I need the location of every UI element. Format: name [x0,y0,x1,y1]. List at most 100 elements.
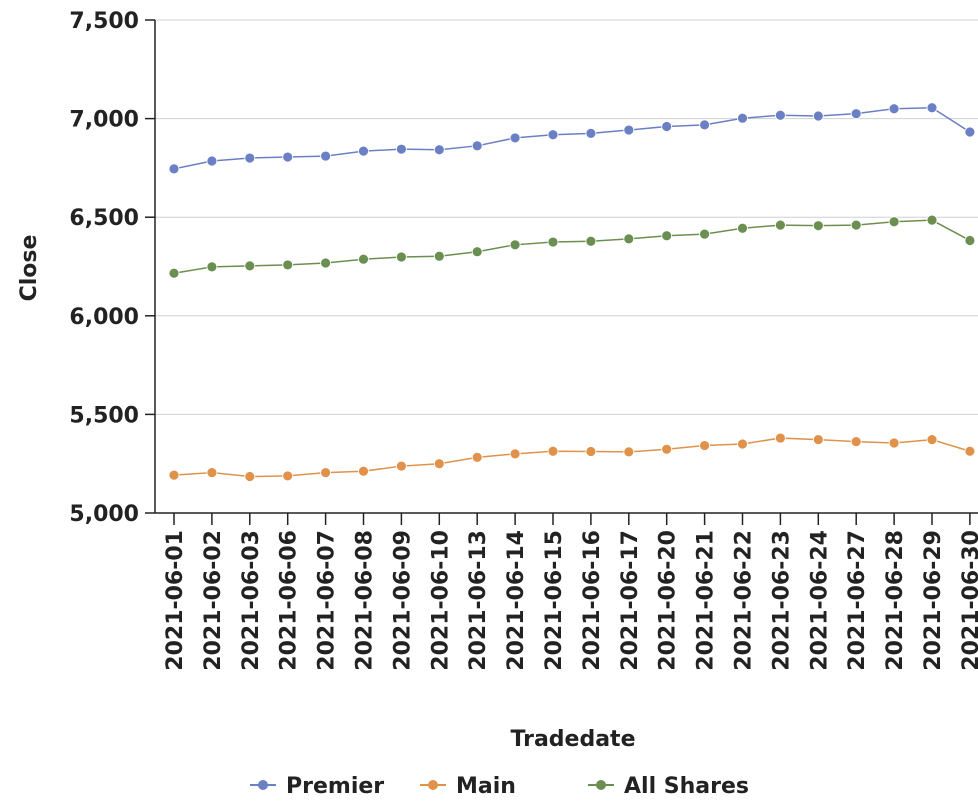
data-point[interactable] [850,219,862,231]
data-point[interactable] [926,434,938,446]
data-point[interactable] [244,260,256,272]
data-point[interactable] [395,251,407,263]
x-tick-label: 2021-06-20 [656,530,681,671]
data-point[interactable] [547,129,559,141]
data-point[interactable] [358,465,369,477]
data-point[interactable] [547,445,559,457]
data-point[interactable] [395,143,407,155]
data-point[interactable] [623,233,635,245]
data-point[interactable] [699,228,710,240]
data-point[interactable] [395,460,407,472]
series-all-shares [168,214,976,279]
data-point[interactable] [661,121,673,132]
x-tick-label: 2021-06-14 [504,530,529,671]
data-point[interactable] [888,437,900,449]
data-point[interactable] [812,434,824,446]
legend-marker-icon [596,780,606,790]
x-tick-label: 2021-06-15 [542,530,567,671]
gridlines [155,19,978,415]
y-tick-label: 6,500 [69,206,139,231]
data-point[interactable] [964,235,976,246]
data-point[interactable] [737,222,748,234]
data-point[interactable] [433,250,445,262]
data-point[interactable] [775,109,786,121]
data-point[interactable] [926,102,938,114]
data-point[interactable] [282,259,294,271]
legend-item-main[interactable]: Main [420,774,516,799]
data-point[interactable] [585,127,597,139]
data-point[interactable] [812,110,824,122]
data-point[interactable] [661,230,673,242]
data-point[interactable] [206,261,218,273]
data-point[interactable] [168,469,180,481]
data-point[interactable] [737,438,748,450]
series-line [173,437,971,478]
data-point[interactable] [547,236,559,248]
series-main [168,432,976,482]
data-point[interactable] [585,446,597,457]
data-point[interactable] [509,132,521,144]
x-tick-label: 2021-06-07 [315,530,340,671]
data-point[interactable] [926,214,938,226]
series-line [173,219,971,274]
series-line [173,106,971,170]
data-point[interactable] [244,471,256,482]
data-point[interactable] [168,163,180,175]
data-point[interactable] [623,124,635,136]
data-point[interactable] [509,239,521,251]
data-point[interactable] [206,155,218,167]
x-axis-title: Tradedate [511,727,636,752]
data-point[interactable] [775,432,786,444]
legend-label: Premier [286,774,384,799]
data-point[interactable] [358,253,369,265]
legend-label: All Shares [624,774,749,799]
data-point[interactable] [812,220,824,232]
y-tick-label: 6,000 [69,305,139,330]
data-point[interactable] [433,144,445,156]
data-point[interactable] [661,443,673,455]
x-tick-label: 2021-06-29 [921,530,946,671]
data-point[interactable] [168,267,180,279]
data-point[interactable] [244,152,256,164]
data-point[interactable] [737,112,748,124]
data-point[interactable] [850,436,862,448]
y-tick-label: 5,000 [69,502,139,527]
x-tick-label: 2021-06-03 [239,530,264,671]
legend[interactable]: Premier Main All Shares [250,774,749,799]
axes [154,20,978,514]
data-point[interactable] [964,126,976,138]
data-point[interactable] [699,440,710,451]
data-point[interactable] [320,150,332,162]
y-axis-ticks: 5,000 5,500 6,000 6,500 7,000 7,500 [69,9,155,527]
x-tick-label: 2021-06-16 [580,530,605,671]
data-point[interactable] [471,140,483,152]
data-point[interactable] [964,445,976,457]
data-point[interactable] [585,235,597,247]
x-tick-label: 2021-06-10 [428,530,453,671]
x-tick-label: 2021-06-30 [959,530,978,671]
x-tick-label: 2021-06-09 [390,530,415,671]
x-tick-label: 2021-06-23 [769,530,794,671]
data-point[interactable] [850,108,862,120]
data-point[interactable] [509,448,521,460]
data-point[interactable] [282,470,294,482]
data-point[interactable] [320,257,332,269]
x-tick-label: 2021-06-06 [277,530,302,671]
x-tick-label: 2021-06-27 [845,530,870,671]
data-point[interactable] [320,467,332,478]
data-point[interactable] [282,151,294,163]
legend-item-all-shares[interactable]: All Shares [588,774,749,799]
data-point[interactable] [699,119,710,131]
data-point[interactable] [471,451,483,463]
data-point[interactable] [888,216,900,228]
data-point[interactable] [358,145,369,157]
data-point[interactable] [206,467,218,478]
data-point[interactable] [433,458,445,470]
y-tick-label: 5,500 [69,403,139,428]
data-point[interactable] [623,446,635,458]
data-point[interactable] [775,219,786,231]
legend-item-premier[interactable]: Premier [250,774,384,799]
data-point[interactable] [471,246,483,258]
data-point[interactable] [888,103,900,115]
